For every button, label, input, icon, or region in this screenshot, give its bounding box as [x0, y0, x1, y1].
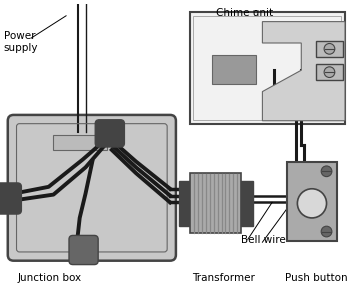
FancyBboxPatch shape	[95, 120, 125, 147]
FancyBboxPatch shape	[8, 115, 176, 261]
Bar	[190, 173, 241, 234]
FancyBboxPatch shape	[69, 235, 98, 265]
Text: Junction box: Junction box	[18, 273, 82, 283]
Circle shape	[324, 43, 335, 54]
Text: Bell wire: Bell wire	[241, 235, 286, 246]
Bar	[316, 41, 343, 57]
FancyBboxPatch shape	[0, 183, 21, 214]
Bar	[316, 64, 343, 80]
Bar	[179, 181, 192, 226]
Text: Chime unit: Chime unit	[216, 8, 273, 18]
Text: Transformer: Transformer	[193, 273, 255, 283]
Bar	[287, 161, 337, 241]
Bar	[189, 12, 345, 124]
Bar	[212, 55, 256, 84]
Text: Push button: Push button	[285, 273, 347, 283]
Circle shape	[297, 189, 327, 218]
Bar	[193, 16, 341, 120]
Bar	[53, 135, 107, 150]
Circle shape	[321, 226, 332, 237]
Polygon shape	[262, 22, 345, 121]
Circle shape	[321, 166, 332, 177]
Circle shape	[324, 67, 335, 78]
Bar	[240, 181, 253, 226]
Text: Power
supply: Power supply	[4, 31, 39, 53]
